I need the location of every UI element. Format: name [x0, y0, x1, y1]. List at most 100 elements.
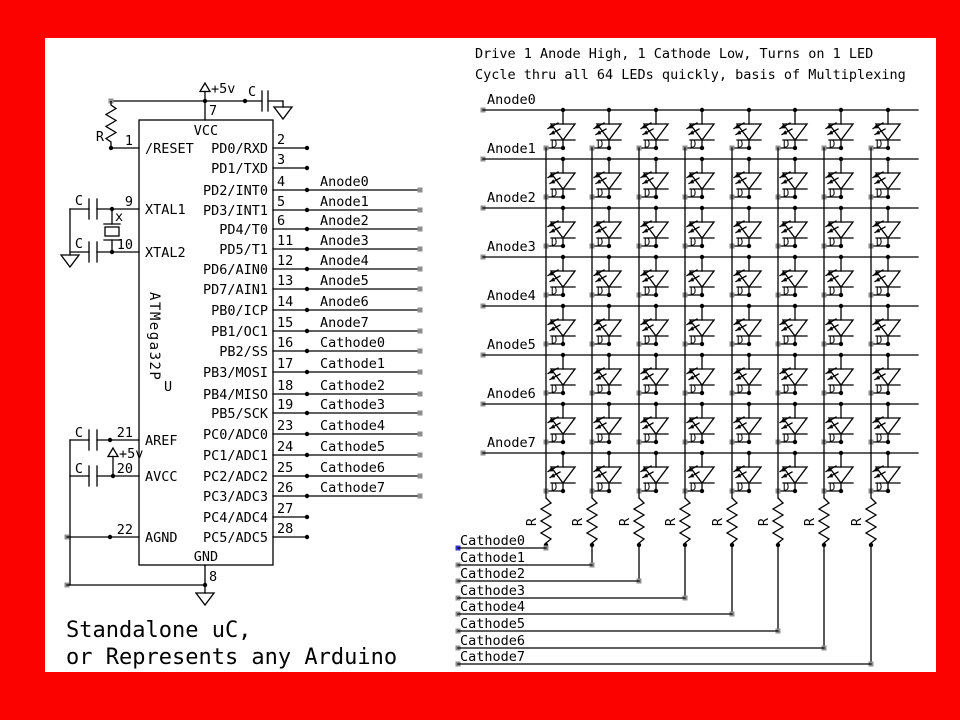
resistor-icon [771, 497, 785, 545]
led-triangle-icon [874, 417, 902, 436]
led-arrow-head [641, 222, 647, 227]
junction-dot [792, 341, 798, 347]
pin-number: 16 [277, 335, 293, 351]
chip-pin-right: 19 PB5/SCK Cathode3 [211, 397, 423, 422]
led-triangle-icon [549, 221, 577, 240]
junction-dot [885, 439, 891, 445]
led-arrow-head [548, 369, 554, 374]
led-triangle-icon [735, 270, 763, 289]
led-arrow-head [643, 179, 649, 184]
led-arrow-head [736, 375, 742, 380]
resistor-designator: R [756, 517, 772, 526]
junction-dot [885, 194, 891, 200]
led-arrow-head [780, 418, 786, 423]
pin-name-vcc: VCC [194, 123, 218, 139]
led-triangle-icon [549, 417, 577, 436]
net-endpoint-square [417, 226, 423, 232]
capacitor-designator: C [75, 425, 83, 441]
cathode-net: Cathode7 [455, 649, 872, 667]
led-arrow-head [780, 124, 786, 129]
led-arrow-head [643, 473, 649, 478]
net-label: Cathode6 [320, 460, 385, 476]
led-triangle-icon [688, 221, 716, 240]
diode-designator: D [690, 286, 696, 298]
led-arrow-head [550, 277, 556, 282]
pin-name: PC1/ADC1 [203, 448, 268, 464]
led-arrow-head [687, 369, 693, 374]
diode-designator: D [829, 482, 835, 494]
junction-dot [885, 145, 891, 151]
diode-designator: D [551, 384, 557, 396]
resistor-icon [104, 101, 118, 148]
net-label: Anode3 [320, 233, 369, 249]
resistor-icon [817, 497, 831, 545]
led-triangle-icon [874, 221, 902, 240]
net-endpoint-square [417, 348, 423, 354]
led-arrow-head [596, 424, 602, 429]
resistor-designator: R [849, 517, 865, 526]
net-endpoint-square [417, 328, 423, 334]
led-cell: D [682, 254, 716, 298]
anode-row-label: Anode2 [487, 190, 536, 206]
led-triangle-icon [549, 368, 577, 387]
junction-dot [560, 439, 566, 445]
junction-dot [838, 488, 844, 494]
diode-designator: D [597, 482, 603, 494]
pin-name: PD3/INT1 [203, 203, 268, 219]
led-cell: D [775, 450, 809, 494]
led-arrow-head [550, 375, 556, 380]
diode-designator: D [690, 188, 696, 200]
cathode-net: Cathode1 [455, 550, 593, 568]
chip-pin-right: 4 PD2/INT0 Anode0 [203, 174, 423, 199]
junction-dot [653, 390, 659, 396]
junction-dot [792, 194, 798, 200]
pin-name: PB5/SCK [211, 406, 269, 422]
junction-dot [560, 390, 566, 396]
chip-pin-right: 24 PC1/ADC1 Cathode5 [203, 439, 423, 464]
chip-pin-right: 25 PC2/ADC2 Cathode6 [203, 460, 423, 485]
led-arrow-head [734, 124, 740, 129]
led-triangle-icon [642, 123, 670, 142]
pin-number: 4 [277, 174, 285, 190]
pin-name: PD0/RXD [211, 141, 268, 157]
net-endpoint-square [417, 391, 423, 397]
led-triangle-icon [595, 221, 623, 240]
pin-number: 28 [277, 521, 293, 537]
pin-name: PD4/T0 [219, 222, 268, 238]
caption-line-2: or Represents any Arduino [66, 645, 397, 670]
title-block: Drive 1 Anode High, 1 Cathode Low, Turns… [475, 46, 906, 83]
diode-designator: D [737, 482, 743, 494]
pin-name: PB2/SS [219, 344, 268, 360]
junction-dot [107, 437, 113, 443]
led-arrow-head [594, 369, 600, 374]
pin-name: PC3/ADC3 [203, 489, 268, 505]
resistor-designator: R [96, 129, 105, 145]
anode-row-label: Anode3 [487, 239, 536, 255]
junction-dot [838, 390, 844, 396]
led-arrow-head [689, 375, 695, 380]
net-label: Anode6 [320, 294, 369, 310]
resistor-designator: R [663, 517, 679, 526]
resistor-designator: R [570, 517, 586, 526]
junction-dot [560, 194, 566, 200]
led-arrow-head [873, 369, 879, 374]
ground-icon [194, 592, 216, 607]
analog-power-section: C +5v C [64, 425, 143, 586]
diode-designator: D [783, 384, 789, 396]
led-cell: D [682, 156, 716, 200]
junction-dot [792, 488, 798, 494]
junction-dot [838, 439, 844, 445]
led-triangle-icon [642, 270, 670, 289]
led-arrow-head [873, 173, 879, 178]
diode-designator: D [737, 384, 743, 396]
diode-designator: D [876, 482, 882, 494]
chip-pin-right: 27 PC4/ADC4 [203, 501, 310, 526]
junction-dot [653, 194, 659, 200]
pin-number: 23 [277, 418, 293, 434]
led-arrow-head [782, 375, 788, 380]
junction-dot [304, 187, 310, 193]
pin-name: PB4/MISO [203, 387, 268, 403]
led-arrow-head [780, 173, 786, 178]
diode-designator: D [551, 139, 557, 151]
diode-designator: D [690, 384, 696, 396]
